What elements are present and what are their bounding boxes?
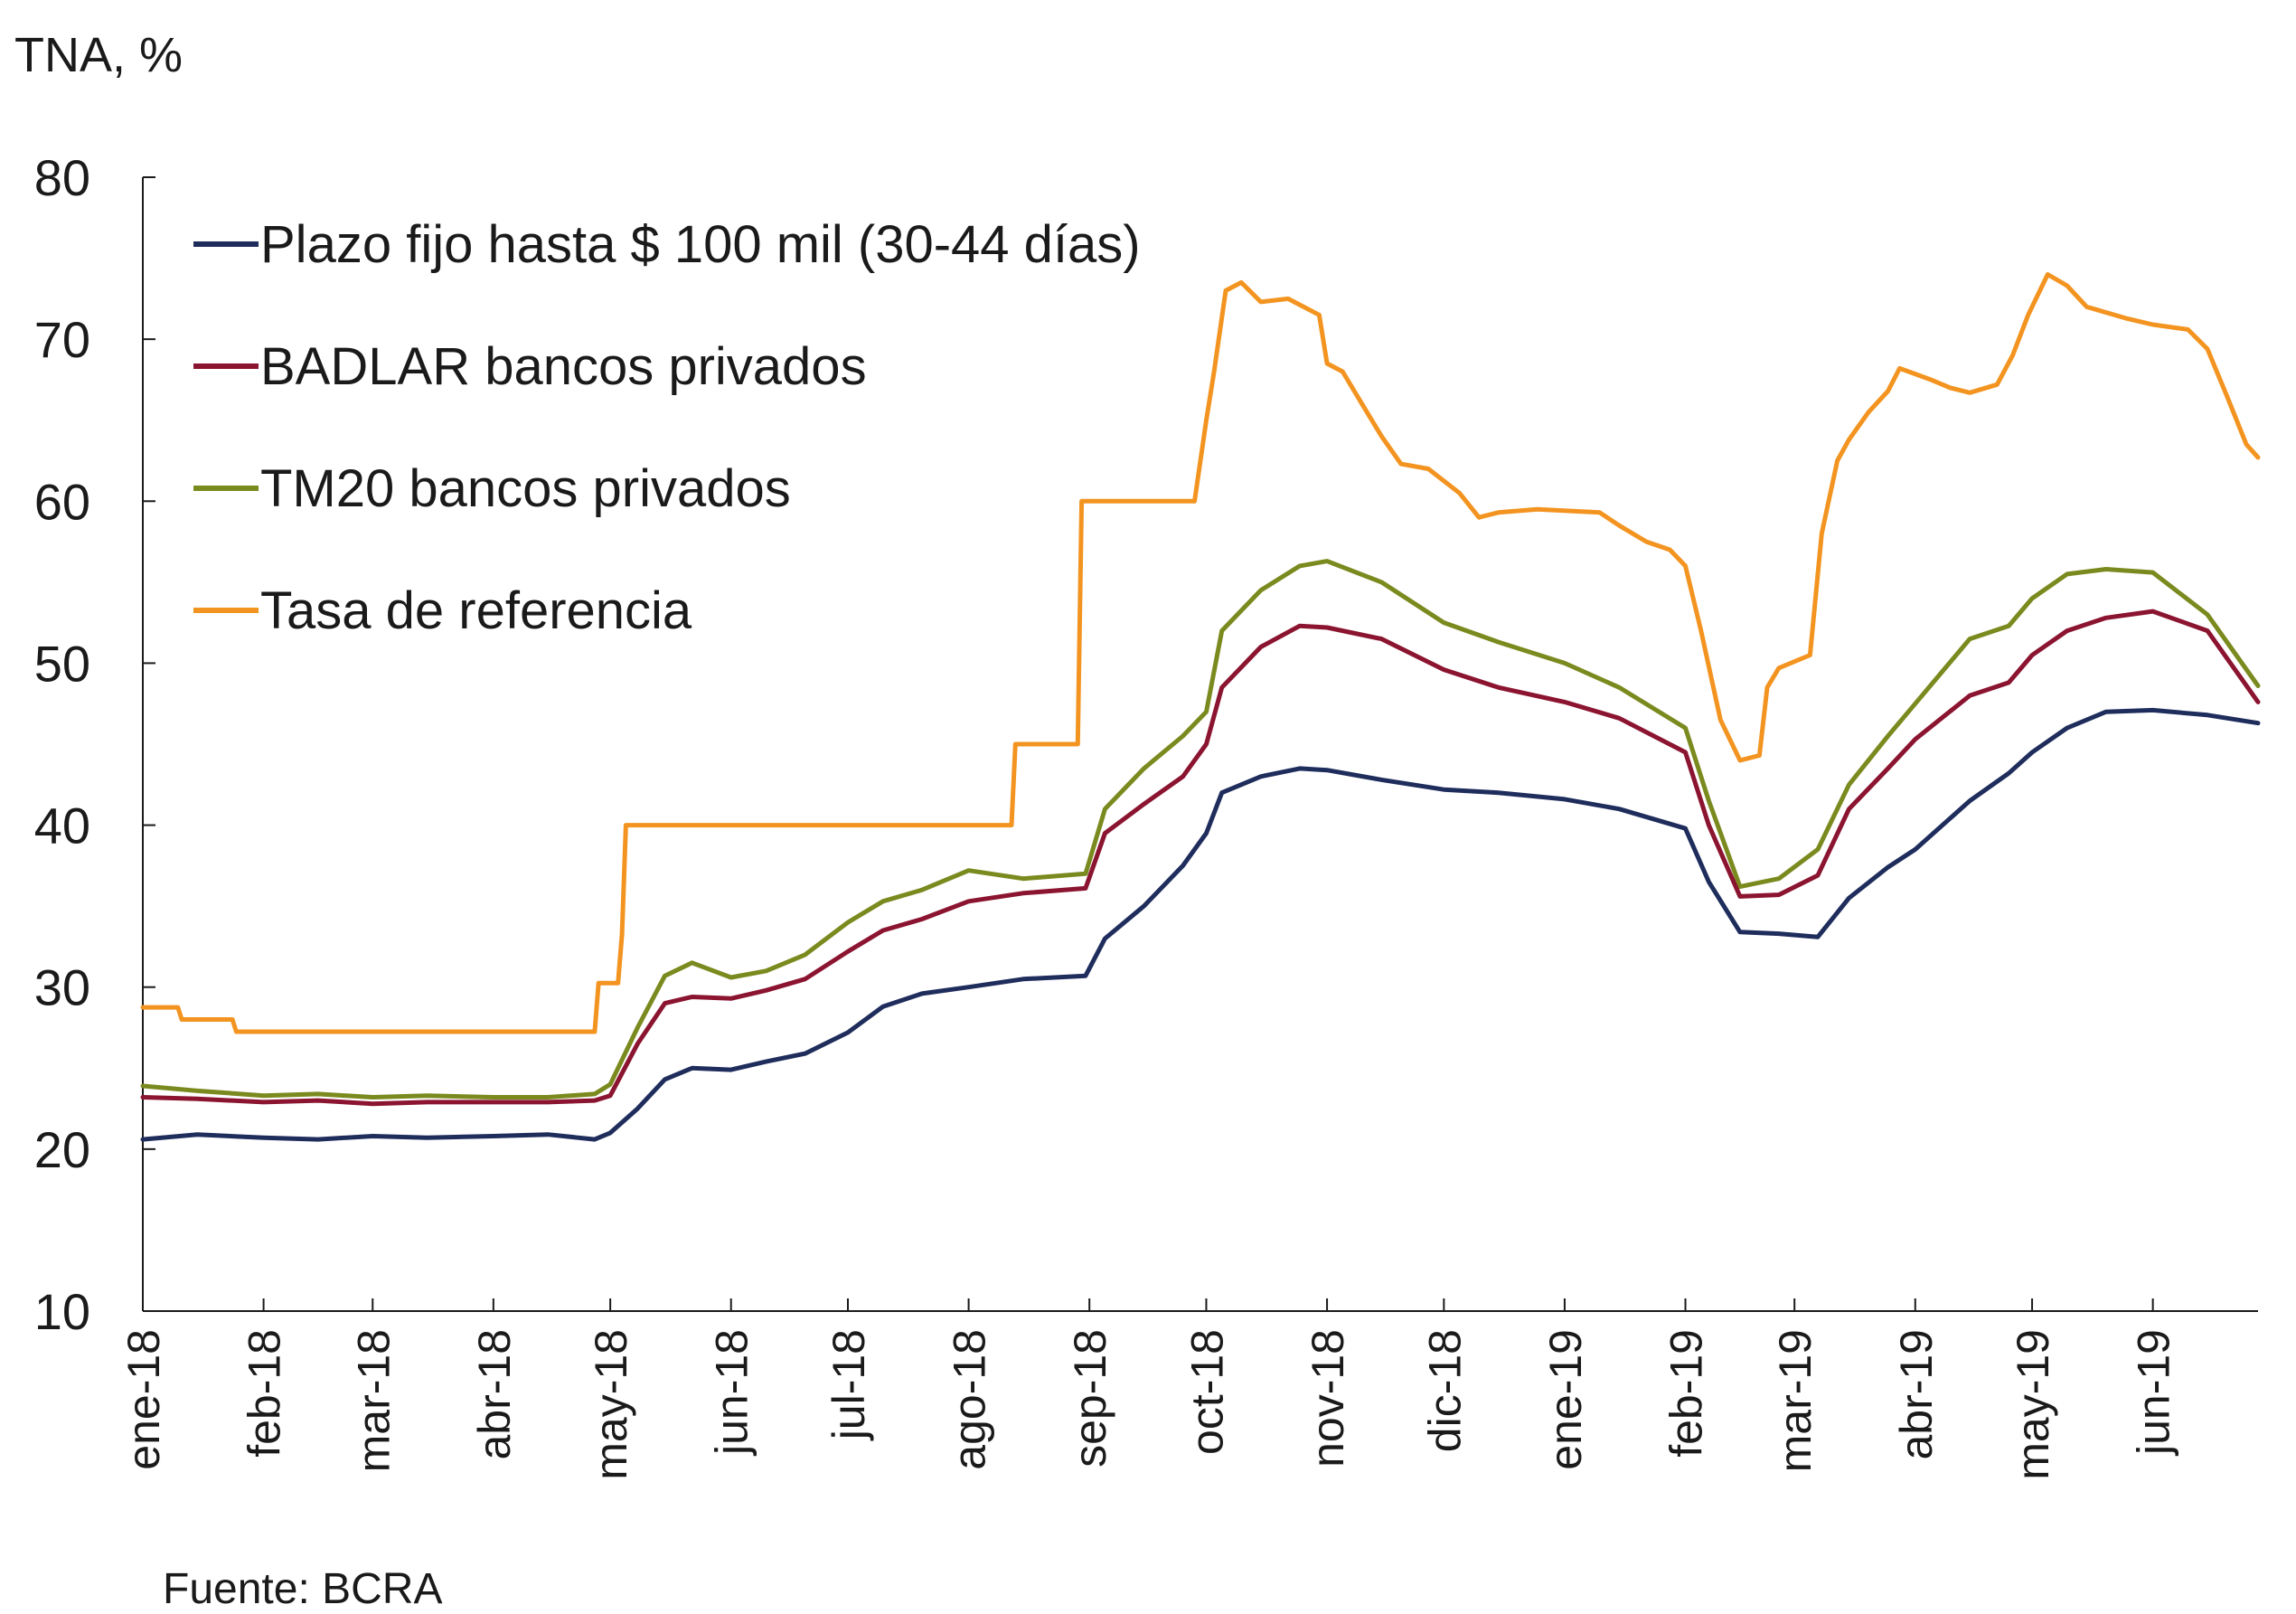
series-line-1 [140, 707, 2261, 1142]
x-tick-label: mar-19 [1770, 1329, 1821, 1472]
legend-label-3: TM20 bancos privados [260, 459, 791, 518]
x-tick-label: may-18 [586, 1329, 636, 1480]
series-line-4 [140, 272, 2261, 1034]
legend-label-1: Plazo fijo hasta $ 100 mil (30-44 días) [260, 215, 1141, 274]
x-tick-label: abr-18 [469, 1329, 520, 1460]
x-tick-label: oct-18 [1181, 1329, 1232, 1455]
y-tick-label: 70 [34, 311, 90, 368]
x-tick-label: jun-19 [2129, 1329, 2179, 1457]
legend-label-2: BADLAR bancos privados [260, 337, 867, 396]
chart-legend: Plazo fijo hasta $ 100 mil (30-44 días) B… [193, 215, 1141, 640]
y-tick-label: 80 [34, 149, 90, 206]
x-tick-label: feb-19 [1661, 1329, 1712, 1458]
x-tick-label: dic-18 [1419, 1329, 1470, 1452]
series-line-2 [140, 609, 2261, 1107]
x-tick-label: nov-18 [1303, 1329, 1353, 1468]
y-tick-label: 50 [34, 635, 90, 692]
chart-series [140, 272, 2261, 1142]
x-tick-label: jun-18 [707, 1329, 757, 1457]
y-tick-label: 10 [34, 1283, 90, 1340]
x-tick-label: jul-18 [823, 1329, 874, 1441]
x-tick-label: may-19 [2008, 1329, 2058, 1480]
source-note: Fuente: BCRA [163, 1565, 443, 1613]
y-tick-label: 20 [34, 1121, 90, 1178]
x-tick-label: ene-19 [1540, 1329, 1591, 1470]
x-tick-label: feb-18 [240, 1329, 290, 1458]
x-tick-label: mar-18 [348, 1329, 399, 1472]
legend-label-4: Tasa de referencia [260, 581, 692, 640]
y-tick-label: 60 [34, 473, 90, 530]
x-tick-label: abr-19 [1891, 1329, 1942, 1460]
series-line-3 [140, 559, 2261, 1100]
x-tick-label: sep-18 [1065, 1329, 1115, 1468]
chart-axes: 10 20 30 40 50 60 70 80 ene-18 feb-18 mar-18 abr-18… [34, 149, 2258, 1480]
y-tick-label: 40 [34, 798, 90, 854]
y-tick-label: 30 [34, 959, 90, 1016]
y-axis-unit-label: TNA, % [14, 28, 183, 82]
x-tick-label: ene-18 [118, 1329, 169, 1470]
x-tick-label: ago-18 [945, 1329, 995, 1470]
